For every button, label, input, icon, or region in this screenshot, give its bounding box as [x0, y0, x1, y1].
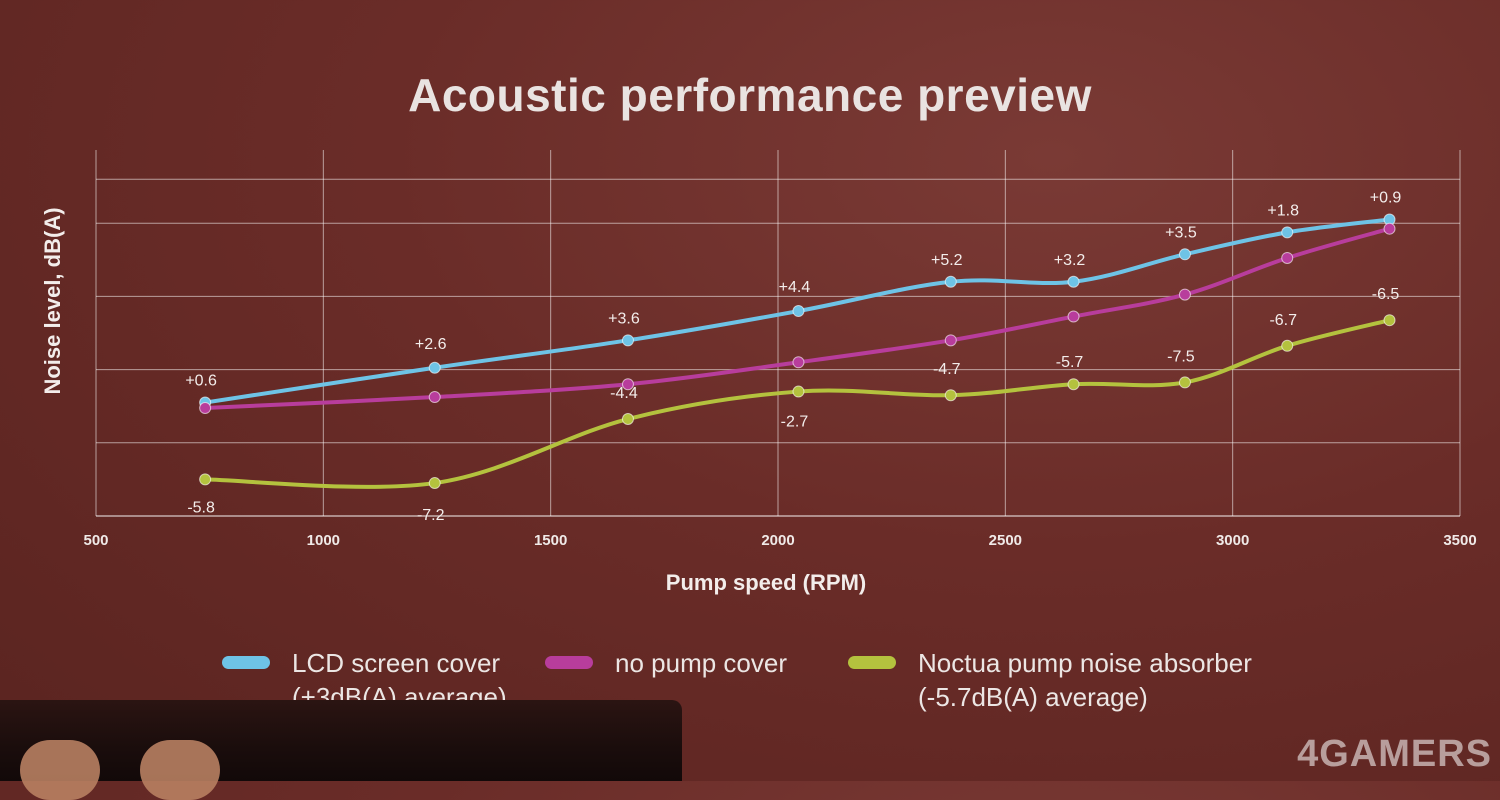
legend-label-no-cover: no pump cover — [615, 648, 787, 678]
legend-swatch-no-cover — [545, 656, 593, 669]
series-line-2 — [203, 318, 1392, 489]
data-point — [1281, 251, 1294, 264]
data-point — [944, 334, 957, 347]
data-point — [199, 473, 212, 486]
data-point — [792, 356, 805, 369]
data-label: +3.6 — [608, 310, 640, 327]
x-tick-label: 1500 — [534, 532, 567, 549]
chart-title: Acoustic performance preview — [408, 69, 1092, 121]
data-label: -5.7 — [1056, 354, 1084, 371]
x-tick-label: 3500 — [1443, 532, 1476, 549]
data-label: -7.5 — [1167, 348, 1195, 365]
data-label: +2.6 — [415, 336, 447, 353]
data-point — [428, 391, 441, 404]
line-chart: 500 1000 1500 2000 2500 3000 3500 Pump speed (R… — [40, 189, 1477, 595]
x-tick-label: 3000 — [1216, 532, 1249, 549]
cooler-hardware-image — [0, 700, 682, 800]
data-point — [1281, 226, 1294, 239]
series-line-0 — [203, 217, 1392, 405]
data-point — [792, 305, 805, 318]
data-label: -4.4 — [610, 385, 638, 402]
data-label: +3.2 — [1054, 252, 1086, 269]
x-tick-label: 500 — [83, 532, 108, 549]
data-label: -7.2 — [417, 507, 445, 524]
x-tick-label: 2500 — [989, 532, 1022, 549]
data-point — [199, 402, 212, 415]
data-label: -4.7 — [933, 361, 961, 378]
x-tick-label: 1000 — [307, 532, 340, 549]
data-point — [792, 385, 805, 398]
legend-swatch-absorber — [848, 656, 896, 669]
legend-label-absorber: Noctua pump noise absorber — [918, 648, 1252, 678]
data-point — [1178, 288, 1191, 301]
data-point — [428, 361, 441, 374]
data-label: -5.8 — [187, 499, 215, 516]
data-point — [1383, 314, 1396, 327]
data-point — [944, 275, 957, 288]
data-point — [621, 378, 634, 391]
data-point — [1067, 378, 1080, 391]
data-point — [1067, 310, 1080, 323]
data-label: +4.4 — [779, 279, 811, 296]
data-point — [1178, 248, 1191, 261]
data-label: +3.5 — [1165, 224, 1197, 241]
data-label: -2.7 — [781, 414, 809, 431]
data-label: +0.6 — [185, 373, 217, 390]
data-point — [1178, 376, 1191, 389]
fan-frame-shape — [140, 740, 220, 800]
legend-sublabel-absorber: (-5.7dB(A) average) — [918, 682, 1148, 712]
data-label: +1.8 — [1267, 202, 1299, 219]
data-label: -6.7 — [1269, 312, 1297, 329]
y-axis-title: Noise level, dB(A) — [40, 207, 65, 394]
data-point — [1383, 222, 1396, 235]
data-label: -6.5 — [1372, 286, 1400, 303]
data-point — [621, 413, 634, 426]
data-point — [428, 477, 441, 490]
series-line-1 — [203, 226, 1392, 411]
watermark-logo: 4GAMERS — [1297, 733, 1492, 775]
data-point — [1067, 275, 1080, 288]
fan-frame-shape — [20, 740, 100, 800]
x-axis-title: Pump speed (RPM) — [666, 570, 866, 595]
x-tick-label: 2000 — [761, 532, 794, 549]
legend-swatch-lcd — [222, 656, 270, 669]
data-label: +0.9 — [1370, 190, 1402, 207]
legend-label-lcd: LCD screen cover — [292, 648, 501, 678]
data-point — [944, 389, 957, 402]
data-point — [1281, 339, 1294, 352]
data-label: +5.2 — [931, 252, 963, 269]
data-point — [621, 334, 634, 347]
